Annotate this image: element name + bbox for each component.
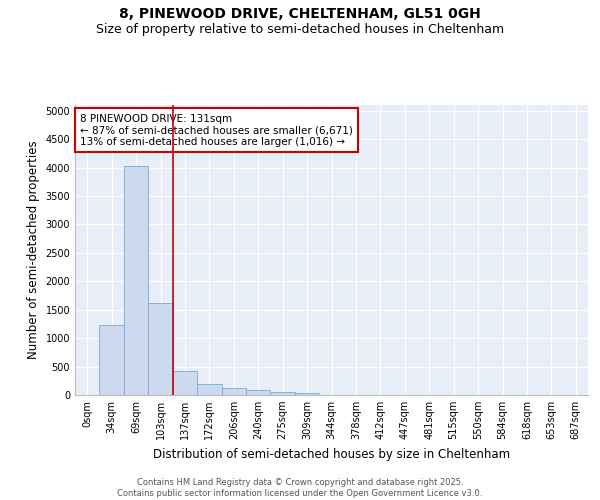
Bar [100,325,124,395]
Bar [148,303,173,395]
Bar [295,392,319,395]
Text: Size of property relative to semi-detached houses in Cheltenham: Size of property relative to semi-detach… [96,22,504,36]
X-axis label: Distribution of semi-detached houses by size in Cheltenham: Distribution of semi-detached houses by … [153,448,510,460]
Text: Contains HM Land Registry data © Crown copyright and database right 2025.
Contai: Contains HM Land Registry data © Crown c… [118,478,482,498]
Y-axis label: Number of semi-detached properties: Number of semi-detached properties [27,140,40,360]
Text: 8 PINEWOOD DRIVE: 131sqm
← 87% of semi-detached houses are smaller (6,671)
13% o: 8 PINEWOOD DRIVE: 131sqm ← 87% of semi-d… [80,114,353,147]
Bar [124,166,148,395]
Text: 8, PINEWOOD DRIVE, CHELTENHAM, GL51 0GH: 8, PINEWOOD DRIVE, CHELTENHAM, GL51 0GH [119,8,481,22]
Bar [197,384,221,395]
Bar [221,388,246,395]
Bar [271,392,295,395]
Bar [173,370,197,395]
Bar [246,390,271,395]
